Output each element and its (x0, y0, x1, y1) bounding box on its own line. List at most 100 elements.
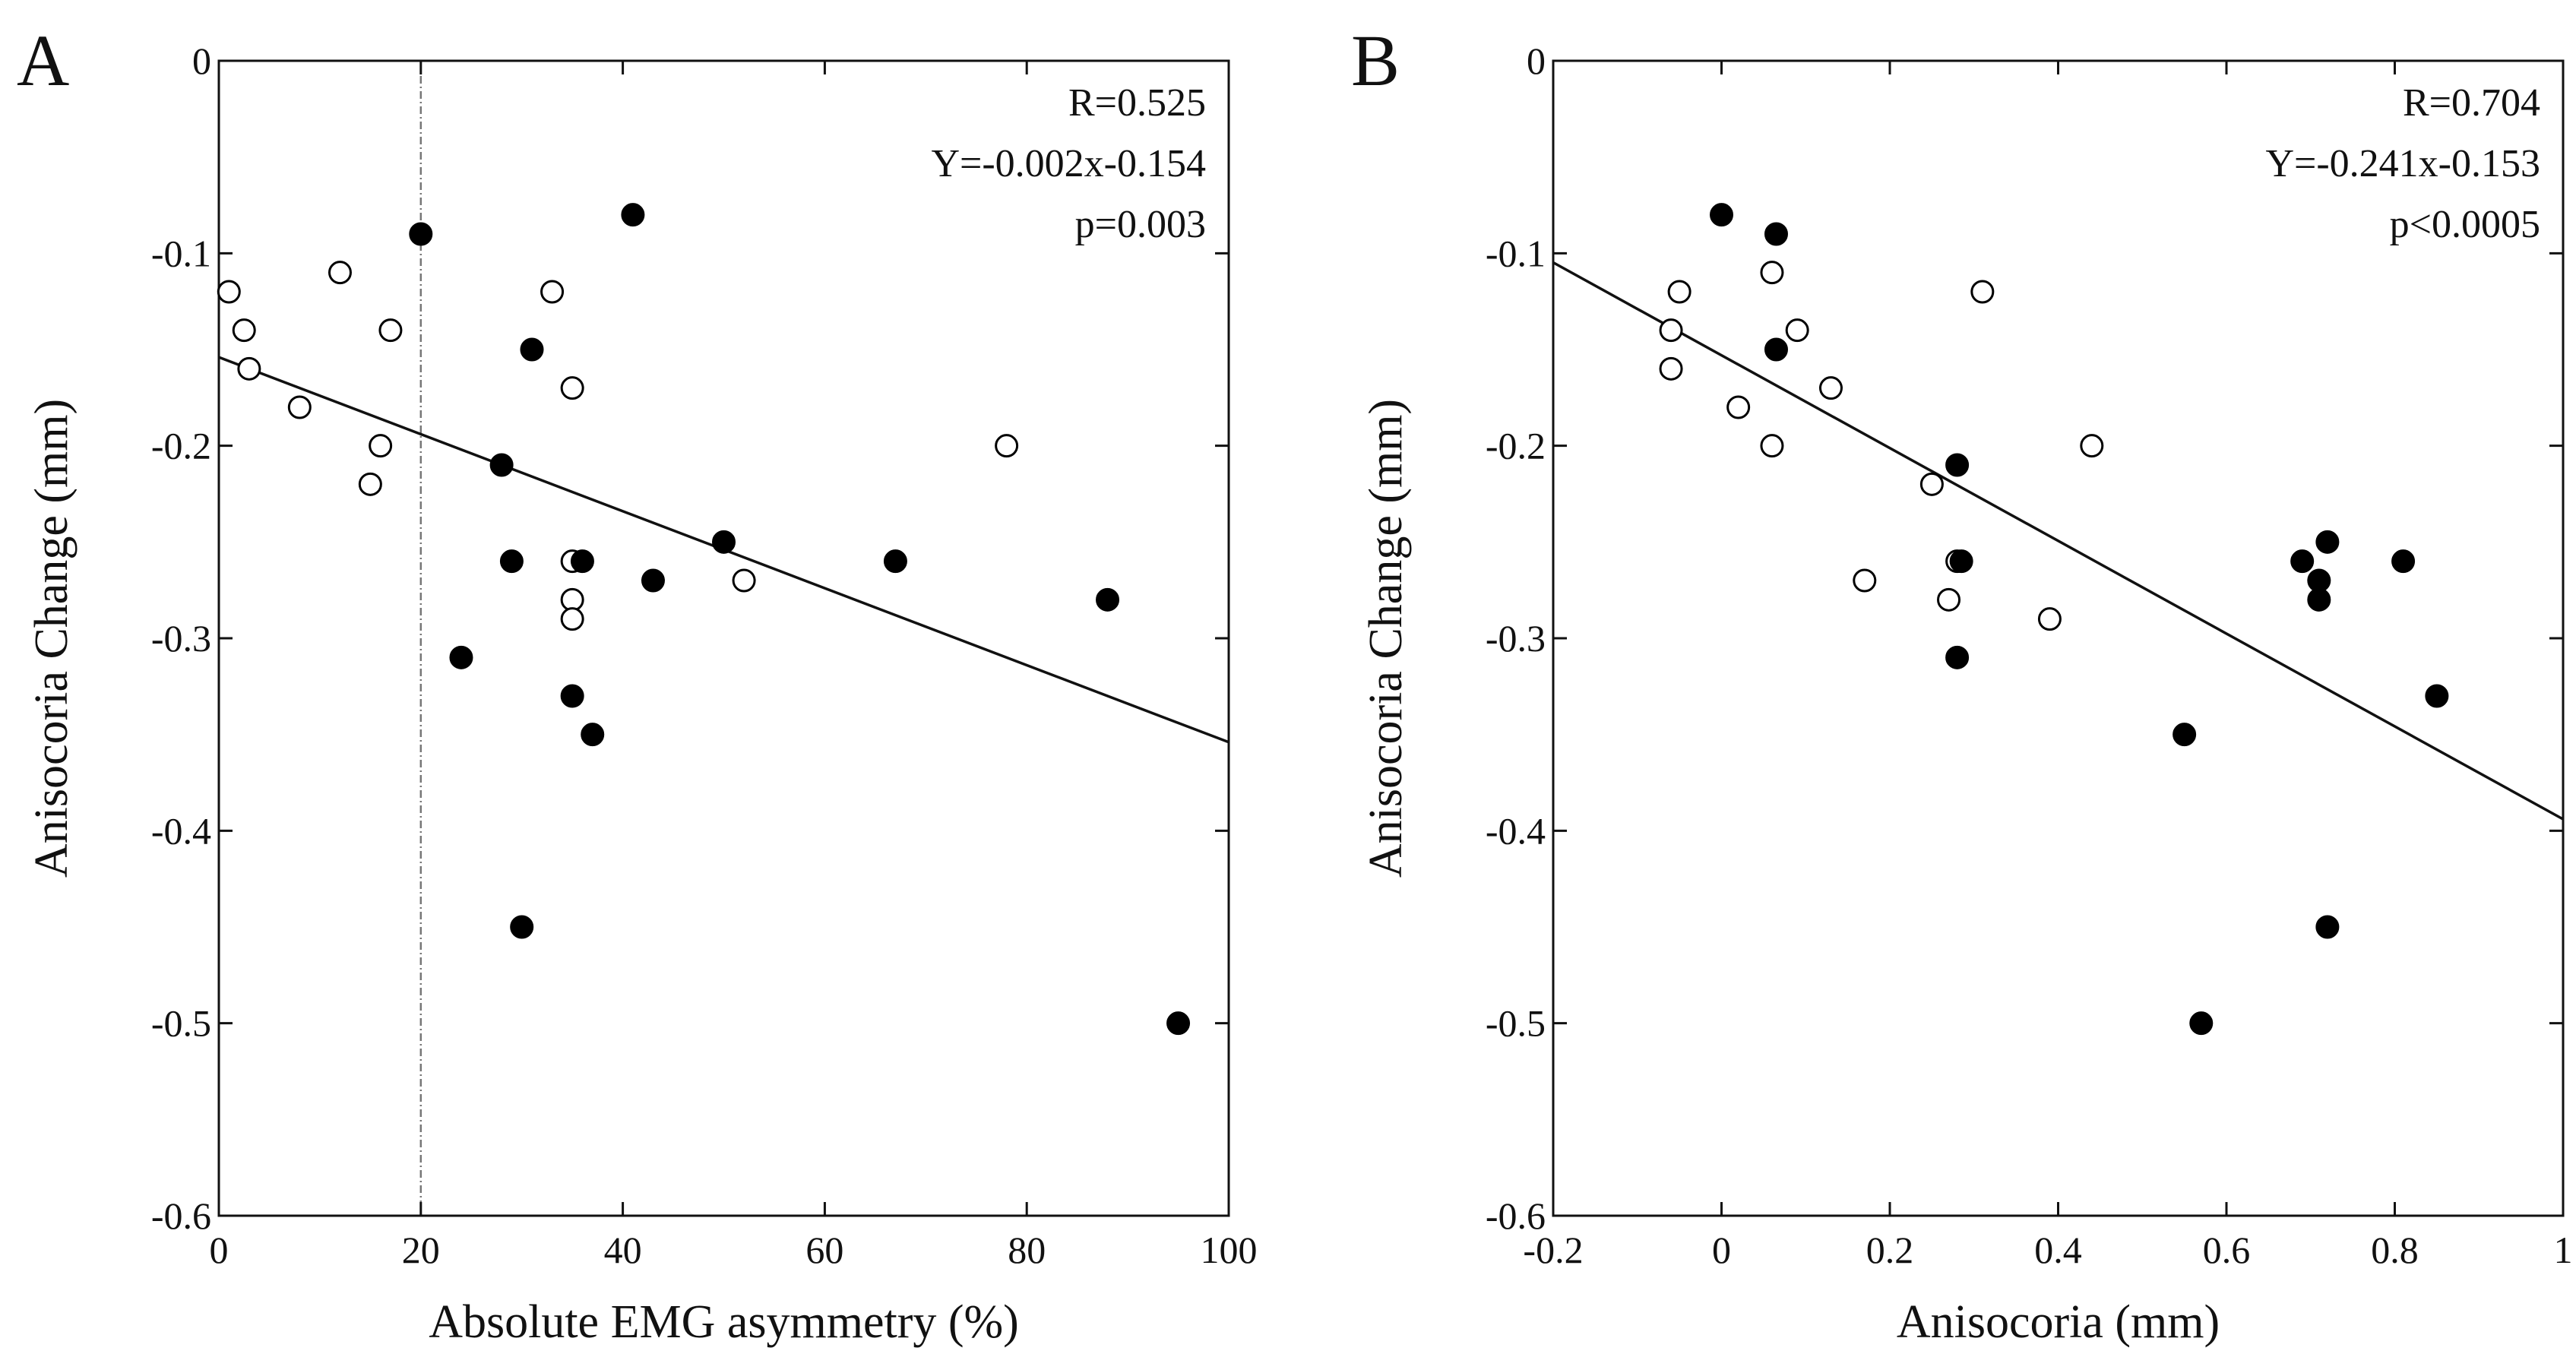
open-data-point (237, 356, 261, 381)
x-tick-label: 0.8 (2371, 1229, 2419, 1271)
stats-annotation: Y=-0.002x-0.154 (931, 142, 1206, 185)
filled-data-point (409, 222, 433, 246)
filled-data-point (2173, 723, 2197, 747)
stats-annotation: R=0.704 (2403, 81, 2540, 125)
x-tick-label: 40 (604, 1229, 642, 1271)
filled-data-point (641, 568, 665, 593)
open-data-point (1659, 356, 1683, 381)
stats-annotation: Y=-0.241x-0.153 (2265, 142, 2540, 185)
open-data-point (328, 261, 352, 285)
stats-annotation: R=0.525 (1068, 81, 1206, 125)
stats-annotation: p<0.0005 (2390, 203, 2540, 246)
filled-data-point (1166, 1011, 1191, 1036)
filled-data-point (560, 684, 584, 708)
stats-annotation: p=0.003 (1075, 203, 1206, 246)
open-data-point (995, 434, 1019, 458)
x-tick-label: -0.2 (1523, 1229, 1583, 1271)
filled-data-point (883, 549, 907, 574)
filled-data-point (581, 723, 605, 747)
open-data-point (1937, 587, 1961, 612)
filled-data-point (1945, 453, 1970, 477)
open-data-point (1760, 434, 1784, 458)
filled-data-point (1764, 222, 1788, 246)
x-tick-label: 0 (210, 1229, 229, 1271)
open-data-point (540, 280, 565, 304)
filled-data-point (2315, 915, 2340, 939)
x-tick-label: 0 (1712, 1229, 1731, 1271)
x-tick-label: 1 (2554, 1229, 2573, 1271)
y-tick-label: -0.6 (151, 1194, 211, 1237)
y-tick-label: -0.2 (151, 425, 211, 467)
y-tick-label: -0.3 (1486, 617, 1546, 660)
open-data-point (1667, 280, 1691, 304)
filled-data-point (712, 530, 736, 554)
regression-line (1552, 261, 2564, 821)
open-data-point (1726, 395, 1751, 419)
panel-a: 0 20 40 60 80 100 0 -0.1 -0.2 -0.3 -0.4 -0.5 -0.6 Abs… (17, 20, 1258, 1348)
open-data-point (1785, 318, 1809, 343)
open-data-point (560, 607, 584, 631)
x-tick-label: 0.2 (1866, 1229, 1914, 1271)
open-data-point (560, 587, 584, 612)
open-data-point (378, 318, 403, 343)
filled-data-point (510, 915, 534, 939)
y-axis-label: Anisocoria Change (mm) (1360, 399, 1412, 878)
panel-letter: B (1351, 20, 1400, 101)
open-data-point (217, 280, 241, 304)
filled-data-point (2290, 549, 2315, 574)
panel-b: -0.2 0 0.2 0.4 0.6 0.8 1 0 -0.1 -0.2 -0.3 -0.4 -0.5 -… (1351, 20, 2573, 1348)
filled-data-point (1764, 337, 1788, 362)
filled-data-point (1710, 203, 1733, 227)
open-data-point (2037, 607, 2062, 631)
x-tick-label: 20 (402, 1229, 440, 1271)
x-axis-label: Anisocoria (mm) (1897, 1296, 2220, 1348)
open-data-point (358, 472, 382, 496)
x-tick-label: 0.4 (2034, 1229, 2082, 1271)
y-tick-label: -0.5 (1486, 1002, 1546, 1045)
filled-data-point (520, 337, 544, 362)
y-tick-label: -0.1 (1486, 232, 1546, 274)
open-data-point (287, 395, 312, 419)
x-tick-label: 80 (1008, 1229, 1046, 1271)
filled-data-point (2391, 549, 2416, 574)
filled-data-point (2315, 530, 2340, 554)
open-data-point (560, 376, 584, 400)
open-data-point (2080, 434, 2104, 458)
y-axis-label: Anisocoria Change (mm) (26, 399, 78, 878)
open-data-point (1659, 318, 1683, 343)
open-data-point (1760, 261, 1784, 285)
filled-data-point (1949, 549, 1973, 574)
open-data-point (1919, 472, 1944, 496)
y-tick-label: -0.3 (151, 617, 211, 660)
x-tick-label: 100 (1201, 1229, 1258, 1271)
filled-data-point (2307, 587, 2331, 612)
y-tick-label: -0.5 (151, 1002, 211, 1045)
panel-letter: A (17, 20, 69, 101)
y-tick-label: -0.4 (151, 809, 211, 852)
open-data-point (1970, 280, 1995, 304)
open-data-point (369, 434, 393, 458)
open-data-point (232, 318, 256, 343)
filled-data-point (1096, 587, 1120, 612)
filled-data-point (449, 645, 473, 669)
y-tick-label: 0 (1527, 40, 1546, 82)
open-data-point (732, 568, 756, 593)
open-data-point (1853, 568, 1877, 593)
y-tick-label: -0.2 (1486, 425, 1546, 467)
y-tick-label: -0.4 (1486, 809, 1546, 852)
filled-data-point (499, 549, 524, 574)
x-axis-label: Absolute EMG asymmetry (%) (429, 1296, 1019, 1348)
y-tick-label: -0.6 (1486, 1194, 1546, 1237)
filled-data-point (570, 549, 594, 574)
filled-data-point (2425, 684, 2449, 708)
open-data-point (1818, 376, 1843, 400)
x-tick-label: 0.6 (2203, 1229, 2251, 1271)
filled-data-point (621, 203, 645, 227)
y-tick-label: -0.1 (151, 232, 211, 274)
filled-data-point (1945, 645, 1970, 669)
filled-data-point (489, 453, 514, 477)
filled-data-point (2307, 568, 2331, 593)
filled-data-point (2189, 1011, 2214, 1036)
